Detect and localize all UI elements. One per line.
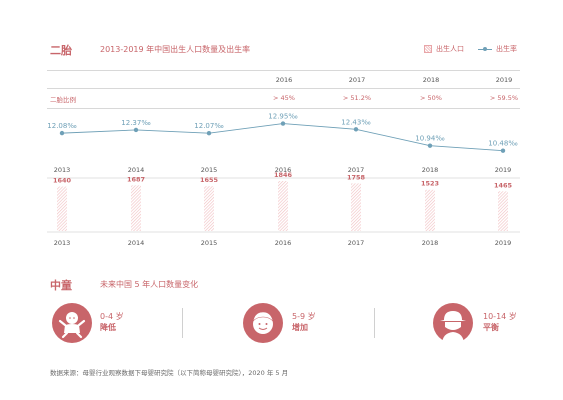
trend-0-4: 降低: [100, 323, 116, 332]
rate-point-2014: [133, 127, 139, 133]
line-x-tick-2016: 2016: [275, 166, 292, 174]
birth-bar-2015: [204, 186, 214, 231]
section-label-middle-child: 中童: [50, 279, 72, 292]
birth-charts: 12.08‰ 12.37‰ 12.07‰ 12.95‰ 12.43‰ 10.94‰ 10.4…: [47, 113, 520, 247]
table-line-mid: [47, 88, 520, 89]
rate-label-2014: 12.37‰: [121, 119, 151, 127]
birth-bar-2016: [278, 181, 288, 231]
ratio-2016: > 45%: [273, 94, 295, 102]
line-x-tick-2014: 2014: [128, 166, 145, 174]
birth-bar-label-2014: 1687: [127, 175, 145, 183]
line-x-tick-2018: 2018: [422, 166, 439, 174]
legend-rate: 出生率: [478, 44, 517, 54]
table-line-bottom: [47, 108, 520, 109]
age-range-10-14: 10-14 岁: [483, 312, 517, 321]
rate-point-2017: [353, 127, 359, 132]
legend-births-label: 出生人口: [436, 45, 464, 53]
line-x-tick-2017: 2017: [348, 166, 365, 174]
header-year-2018: 2018: [422, 76, 440, 84]
ratio-2017: > 51.2%: [342, 94, 372, 102]
bar-x-tick-2018: 2018: [422, 239, 439, 247]
header-year-2019: 2019: [495, 76, 513, 84]
birth-bar-label-2018: 1523: [421, 180, 439, 188]
line-marker-legend-icon: [478, 46, 492, 52]
bar-x-tick-2014: 2014: [128, 239, 145, 247]
data-source-note: 数据来源：母婴行业观察数据下母婴研究院（以下简称母婴研究院），2020 年 5 …: [50, 369, 289, 377]
rate-point-2013: [59, 130, 65, 136]
hatched-bar-legend-icon: [424, 45, 432, 53]
table-line-top: [47, 70, 520, 71]
section-label-second-child: 二胎: [50, 44, 72, 57]
teen-icon: [433, 303, 473, 343]
trend-5-9: 增加: [292, 323, 308, 332]
rate-label-2017: 12.43‰: [341, 118, 371, 126]
rate-label-2013: 12.08‰: [47, 122, 77, 130]
rate-point-2018: [427, 143, 433, 148]
line-x-tick-2019: 2019: [495, 166, 512, 174]
bar-x-tick-2019: 2019: [495, 239, 512, 247]
group-divider: [374, 308, 375, 338]
birth-bar-2014: [131, 185, 141, 231]
bar-x-tick-2013: 2013: [54, 239, 71, 247]
birth-bar-label-2015: 1655: [200, 176, 219, 184]
birth-bar-2018: [425, 189, 435, 231]
legend-births: 出生人口: [424, 44, 464, 54]
rate-point-2019: [500, 148, 506, 153]
birth-bar-label-2013: 1640: [53, 177, 72, 185]
line-x-tick-2013: 2013: [54, 166, 71, 174]
header-year-2016: 2016: [275, 76, 293, 84]
age-range-0-4: 0-4 岁: [100, 312, 124, 321]
group-divider: [182, 308, 183, 338]
trend-10-14: 平衡: [483, 323, 499, 332]
section2-title: 未来中国 5 年人口数量变化: [100, 280, 199, 289]
birth-bar-label-2017: 1758: [347, 173, 366, 181]
child-icon: [243, 303, 283, 343]
ratio-2019: > 59.5%: [489, 94, 519, 102]
baby-icon: [52, 303, 92, 343]
bar-x-tick-2016: 2016: [275, 239, 292, 247]
birth-bar-label-2019: 1465: [494, 181, 513, 189]
birth-bar-label-2016: 1846: [274, 171, 293, 179]
legend-rate-label: 出生率: [496, 45, 517, 53]
age-range-5-9: 5-9 岁: [292, 312, 316, 321]
ratio-2018: > 50%: [420, 94, 442, 102]
rate-label-2016: 12.95‰: [268, 113, 298, 121]
line-x-tick-2015: 2015: [201, 166, 218, 174]
birth-bar-2013: [57, 186, 67, 231]
rate-label-2019: 10.48‰: [488, 140, 518, 148]
birth-bar-2019: [498, 191, 508, 231]
rate-label-2015: 12.07‰: [194, 122, 224, 130]
rate-label-2018: 10.94‰: [415, 135, 445, 143]
chart-title: 2013-2019 年中国出生人口数量及出生率: [100, 45, 251, 54]
birth-bar-2017: [351, 183, 361, 231]
rate-point-2016: [280, 121, 286, 126]
rate-point-2015: [206, 131, 212, 136]
ratio-row-label: 二胎比例: [50, 96, 76, 104]
bar-x-tick-2017: 2017: [348, 239, 365, 247]
header-year-2017: 2017: [348, 76, 366, 84]
bar-x-tick-2015: 2015: [201, 239, 218, 247]
